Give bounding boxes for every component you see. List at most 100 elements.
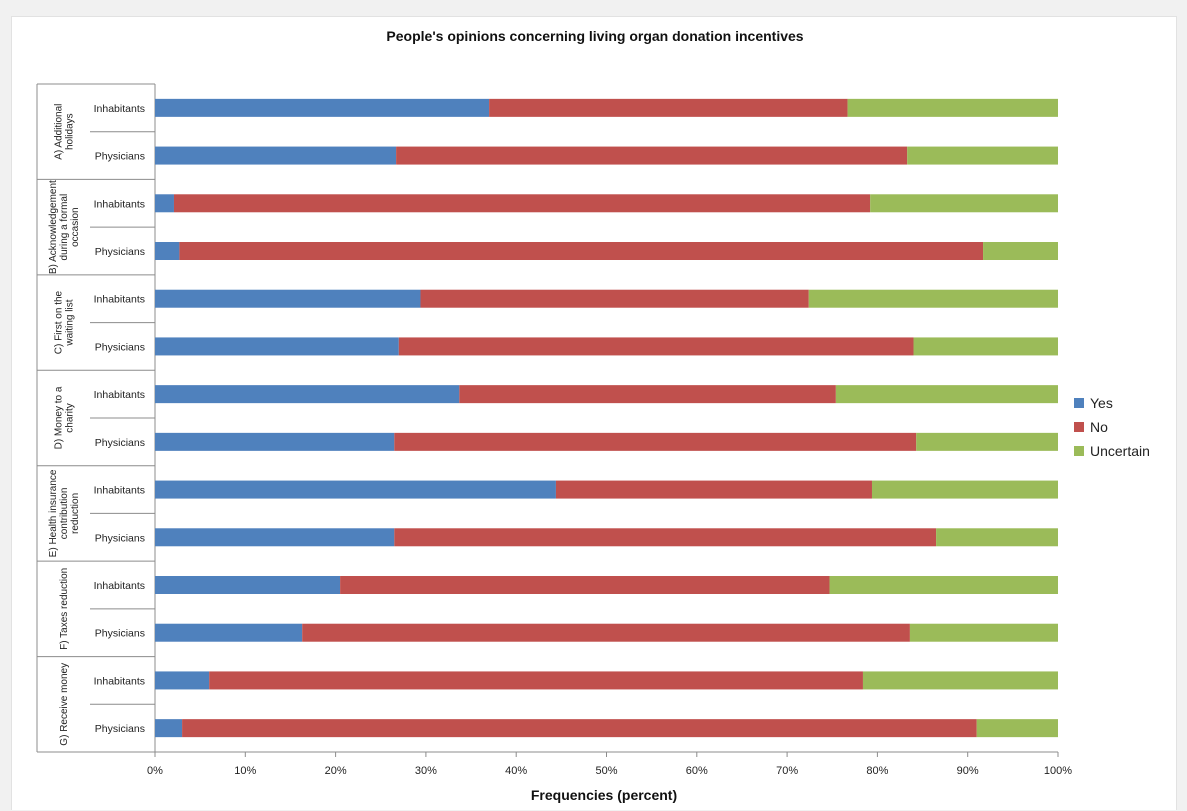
bar-segment-no [394, 528, 937, 547]
row-label: Physicians [95, 532, 145, 544]
bar-segment-uncertain [916, 432, 1058, 451]
bar-segment-no [340, 576, 830, 594]
bar-segment-yes [155, 719, 183, 738]
bar-segment-yes [155, 385, 460, 404]
group-label: F) Taxes reduction [59, 568, 70, 650]
bar-segment-no [398, 337, 914, 356]
row-label: Inhabitants [94, 198, 145, 210]
row-label: Physicians [95, 437, 145, 449]
bar-segment-no [179, 242, 984, 260]
bar-segment-yes [155, 194, 174, 213]
group-label: A) Additionalholidays [54, 104, 76, 160]
row-label: Physicians [95, 628, 145, 640]
row-label: Physicians [95, 246, 145, 258]
bar-segment-uncertain [835, 385, 1058, 404]
bar-segment-yes [155, 98, 490, 117]
x-tick-label: 0% [147, 765, 163, 777]
legend: Yes No Uncertain [1074, 395, 1150, 459]
group-label-line: B) Acknowledgement [48, 180, 59, 274]
bar-segment-uncertain [829, 576, 1058, 594]
bar-segment-no [394, 432, 917, 451]
row-label: Physicians [95, 151, 145, 163]
bar-segment-uncertain [909, 623, 1058, 642]
group-label-line: D) Money to a [54, 386, 65, 449]
x-axis-title: Frequencies (percent) [531, 787, 677, 803]
chart-title: People's opinions concerning living orga… [386, 28, 803, 44]
bar-segment-yes [155, 289, 421, 308]
bar-segment-uncertain [808, 289, 1058, 308]
x-tick-label: 70% [776, 765, 798, 777]
row-label: Inhabitants [94, 485, 145, 497]
group-label-line: A) Additional [54, 104, 65, 160]
x-tick-label: 90% [957, 765, 979, 777]
row-label: Inhabitants [94, 389, 145, 401]
x-tick-label: 60% [686, 765, 708, 777]
bar-segment-yes [155, 242, 180, 260]
chart-frame: People's opinions concerning living orga… [11, 16, 1177, 810]
bar-segment-uncertain [976, 719, 1058, 738]
group-label-line: occasion [70, 207, 81, 246]
group-label-line: F) Taxes reduction [59, 568, 70, 650]
bar-segment-yes [155, 337, 399, 356]
plot-area: 0% 10% 20% 30% 40% 50% 60% 70% 80% 90% 100% A) Addi… [36, 83, 1072, 777]
x-tick-label: 30% [415, 765, 437, 777]
group-label-line: holidays [65, 113, 76, 150]
bar-segment-no [182, 719, 977, 738]
bar-segment-yes [155, 528, 395, 547]
legend-swatch [1074, 422, 1084, 432]
bar-segment-uncertain [847, 98, 1058, 117]
row-label: Inhabitants [94, 103, 145, 115]
bar-segment-no [209, 671, 863, 690]
group-label-line: during a formal [59, 194, 70, 261]
group-label-line: contribution [59, 488, 70, 540]
bar-segment-yes [155, 146, 397, 165]
chart-svg: People's opinions concerning living orga… [36, 28, 1150, 803]
bar-segment-no [459, 385, 836, 404]
x-tick-label: 80% [866, 765, 888, 777]
bar-segment-yes [155, 576, 341, 594]
x-tick-label: 50% [595, 765, 617, 777]
bar-segment-no [302, 623, 910, 642]
bar-segment-uncertain [871, 480, 1058, 499]
bar-segment-no [489, 98, 848, 117]
row-label: Physicians [95, 341, 145, 353]
group-label-line: E) Health insurance [48, 469, 59, 557]
bar-segment-uncertain [907, 146, 1058, 165]
legend-swatch [1074, 398, 1084, 408]
row-label: Physicians [95, 723, 145, 735]
x-tick-label: 20% [325, 765, 347, 777]
bar-segment-no [396, 146, 908, 165]
bar-segment-yes [155, 432, 395, 451]
row-label: Inhabitants [94, 580, 145, 592]
bar-segment-no [173, 194, 871, 213]
x-tick-label: 40% [505, 765, 527, 777]
bar-segment-no [420, 289, 809, 308]
legend-label: Yes [1090, 395, 1113, 411]
group-label: D) Money to acharity [54, 386, 76, 449]
group-label-line: waiting list [65, 299, 76, 346]
bar-segment-yes [155, 623, 303, 642]
bar-segment-uncertain [936, 528, 1058, 547]
legend-label: Uncertain [1090, 443, 1150, 459]
row-label: Inhabitants [94, 675, 145, 687]
group-label-line: reduction [70, 493, 81, 534]
group-label: B) Acknowledgementduring a formaloccasio… [48, 180, 81, 274]
group-label-line: C) First on the [54, 290, 65, 354]
bar-segment-yes [155, 671, 210, 690]
x-tick-label: 100% [1044, 765, 1072, 777]
group-label-line: G) Receive money [59, 663, 70, 746]
bar-segment-no [555, 480, 872, 499]
bar-segment-uncertain [913, 337, 1058, 356]
legend-swatch [1074, 446, 1084, 456]
group-label: E) Health insurancecontributionreduction [48, 469, 81, 557]
legend-label: No [1090, 419, 1108, 435]
bar-segment-uncertain [870, 194, 1058, 213]
group-label: C) First on thewaiting list [54, 290, 76, 354]
row-label: Inhabitants [94, 294, 145, 306]
group-label: G) Receive money [59, 663, 70, 746]
bar-segment-yes [155, 480, 556, 499]
group-label-line: charity [65, 403, 76, 432]
x-tick-label: 10% [234, 765, 256, 777]
bar-segment-uncertain [862, 671, 1058, 690]
bar-segment-uncertain [983, 242, 1058, 260]
